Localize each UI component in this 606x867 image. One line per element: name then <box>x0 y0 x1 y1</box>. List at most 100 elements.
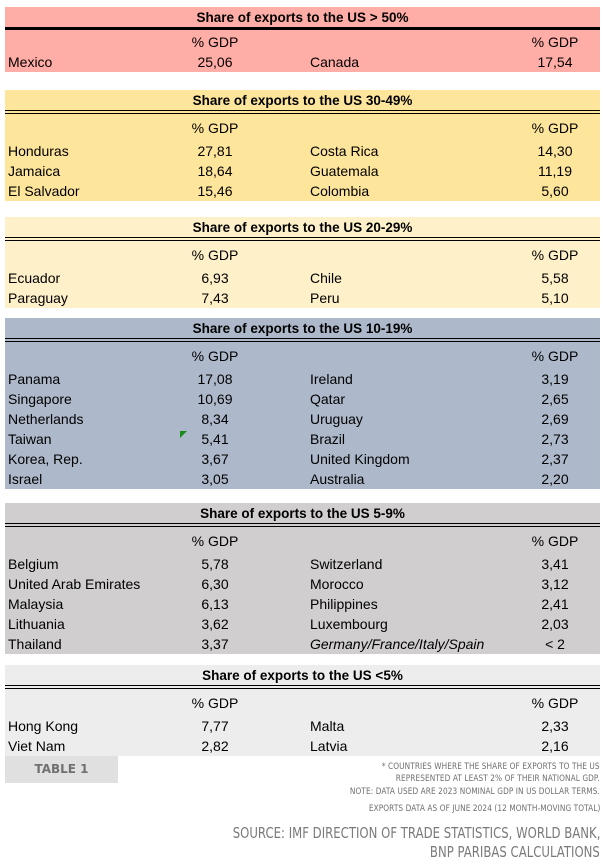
column-header-row: % GDP % GDP <box>5 118 600 141</box>
country-name: Latvia <box>310 738 348 754</box>
section-table: Share of exports to the US > 50% % GDP % G… <box>5 7 600 72</box>
table-row: Panama 17,08 Ireland 3,19 <box>5 369 600 389</box>
table-row: Malaysia 6,13 Philippines 2,41 <box>5 594 600 614</box>
country-name: Chile <box>310 270 342 286</box>
table-row: Jamaica 18,64 Guatemala 11,19 <box>5 161 600 181</box>
gdp-value: 5,41 <box>201 431 229 447</box>
column-header: % GDP <box>531 120 579 136</box>
table-label: TABLE 1 <box>5 756 118 783</box>
gdp-value: 10,69 <box>197 391 233 407</box>
column-header: % GDP <box>531 533 579 549</box>
column-header: % GDP <box>191 695 239 711</box>
section-title: Share of exports to the US 5-9% <box>5 503 600 527</box>
comment-marker-icon <box>180 431 187 438</box>
section-table: Share of exports to the US 10-19%% GDP% … <box>5 318 600 489</box>
table-row: Singapore 10,69 Qatar 2,65 <box>5 389 600 409</box>
gdp-value: 2,16 <box>541 738 569 754</box>
section-title: Share of exports to the US > 50% <box>5 7 600 30</box>
gdp-value: 7,77 <box>201 718 229 734</box>
gdp-value: 2,82 <box>201 738 229 754</box>
section-title: Share of exports to the US <5% <box>5 665 600 689</box>
country-name: Ireland <box>310 371 353 387</box>
country-name: Qatar <box>310 391 346 407</box>
table-row: Ecuador 6,93 Chile 5,58 <box>5 268 600 288</box>
table-row: Taiwan 5,41 Brazil 2,73 <box>5 429 600 449</box>
note: EXPORTS DATA AS OF JUNE 2024 (12 MONTH-M… <box>368 804 600 814</box>
gdp-value: 3,37 <box>201 636 229 652</box>
section-table: Share of exports to the US 20-29%% GDP% … <box>5 217 600 308</box>
gdp-value: 6,30 <box>201 576 229 592</box>
gdp-value: 2,37 <box>541 451 569 467</box>
source-line: SOURCE: IMF DIRECTION OF TRADE STATISTIC… <box>232 824 600 842</box>
note: NOTE: DATA USED ARE 2023 NOMINAL GDP IN … <box>349 787 600 797</box>
table-row: Thailand 3,37 Germany/France/Italy/Spain… <box>5 634 600 654</box>
source-line: BNP PARIBAS CALCULATIONS <box>430 843 600 861</box>
country-name: Switzerland <box>310 556 383 572</box>
section-title: Share of exports to the US 30-49% <box>5 90 600 114</box>
country-name: Morocco <box>310 576 364 592</box>
column-header: % GDP <box>531 247 579 263</box>
country-name: Jamaica <box>8 163 61 179</box>
country-name: Malta <box>310 718 345 734</box>
column-header: % GDP <box>531 695 579 711</box>
gdp-value: 2,33 <box>541 718 569 734</box>
column-header: % GDP <box>531 34 579 50</box>
country-name: Costa Rica <box>310 143 379 159</box>
gdp-value: 3,41 <box>541 556 569 572</box>
table-row: Netherlands 8,34 Uruguay 2,69 <box>5 409 600 429</box>
gdp-value: < 2 <box>545 636 565 652</box>
country-name: Philippines <box>310 596 378 612</box>
gdp-value: 3,67 <box>201 451 229 467</box>
gdp-value: 2,20 <box>541 471 569 487</box>
gdp-value: 25,06 <box>197 54 233 70</box>
gdp-value: 27,81 <box>197 143 233 159</box>
column-header: % GDP <box>191 247 239 263</box>
gdp-value: 17,54 <box>537 54 573 70</box>
gdp-value: 3,12 <box>541 576 569 592</box>
section-title: Share of exports to the US 10-19% <box>5 318 600 342</box>
country-name: El Salvador <box>8 183 80 199</box>
gdp-value: 11,19 <box>538 163 572 179</box>
country-name: United Kingdom <box>310 451 410 467</box>
country-name: Paraguay <box>8 290 68 306</box>
column-header: % GDP <box>191 348 239 364</box>
gdp-value: 3,05 <box>201 471 229 487</box>
country-name: Hong Kong <box>8 718 79 734</box>
gdp-value: 2,41 <box>541 596 569 612</box>
gdp-value: 2,73 <box>541 431 569 447</box>
gdp-value: 5,10 <box>541 290 569 306</box>
gdp-value: 5,58 <box>541 270 569 286</box>
country-name: Singapore <box>8 391 72 407</box>
gdp-value: 2,65 <box>541 391 569 407</box>
table-row: El Salvador 15,46 Colombia 5,60 <box>5 181 600 201</box>
country-name: Mexico <box>8 54 53 70</box>
column-header-row: % GDP % GDP <box>5 245 600 268</box>
column-header: % GDP <box>191 34 239 50</box>
table-row: Paraguay 7,43 Peru 5,10 <box>5 288 600 308</box>
gdp-value: 7,43 <box>201 290 229 306</box>
table-row: United Arab Emirates 6,30 Morocco 3,12 <box>5 574 600 594</box>
gdp-value: 2,03 <box>541 616 569 632</box>
country-name: Australia <box>310 471 365 487</box>
table-row: Korea, Rep. 3,67 United Kingdom 2,37 <box>5 449 600 469</box>
gdp-value: 3,19 <box>541 371 569 387</box>
country-name: United Arab Emirates <box>8 576 141 592</box>
country-name: Viet Nam <box>8 738 66 754</box>
country-name: Thailand <box>8 636 62 652</box>
country-name: Belgium <box>8 556 59 572</box>
country-name: Luxembourg <box>310 616 388 632</box>
gdp-value: 14,30 <box>537 143 573 159</box>
section-table: Share of exports to the US 5-9%% GDP% GD… <box>5 503 600 654</box>
gdp-value: 5,78 <box>201 556 229 572</box>
column-header: % GDP <box>531 348 579 364</box>
gdp-value: 2,69 <box>541 411 569 427</box>
column-header-row: % GDP % GDP <box>5 346 600 369</box>
country-name: Guatemala <box>310 163 379 179</box>
gdp-value: 6,93 <box>201 270 229 286</box>
section-table: Share of exports to the US <5% % GDP % GDP… <box>5 665 600 756</box>
table-row: Lithuania 3,62 Luxembourg 2,03 <box>5 614 600 634</box>
section-table: Share of exports to the US 30-49%% GDP% … <box>5 90 600 201</box>
table-row: Hong Kong 7,77 Malta 2,33 <box>5 716 600 736</box>
column-header: % GDP <box>191 120 239 136</box>
gdp-value: 18,64 <box>197 163 233 179</box>
